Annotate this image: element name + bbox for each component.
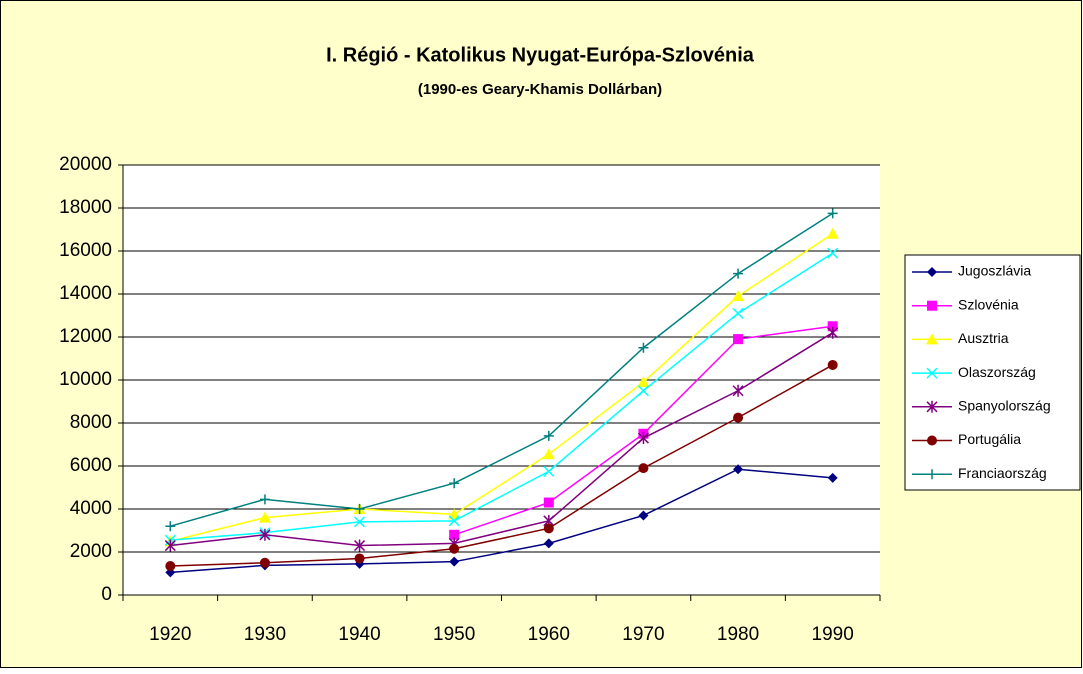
y-tick-label: 2000 [70,541,112,562]
data-point [164,539,176,552]
data-point [448,515,460,527]
legend-marker [926,333,938,345]
y-tick-label: 16000 [59,240,112,261]
data-point [354,516,366,528]
data-point [637,432,649,445]
legend-marker [927,267,937,277]
legend-marker [927,300,937,311]
legend-label: Olaszország [958,364,1036,380]
data-point [827,321,838,332]
x-tick-label: 1950 [433,624,475,645]
x-tick-label: 1990 [812,624,854,645]
data-point [259,528,271,541]
legend-label: Spanyolország [958,398,1051,414]
data-point [826,227,839,239]
data-point [637,376,650,388]
data-point [259,494,270,505]
data-point [258,511,271,523]
data-point [354,504,365,514]
legend-marker [927,435,937,446]
y-tick-label: 18000 [59,197,112,218]
chart-title: I. Régió - Katolikus Nyugat-Európa-Szlov… [326,44,755,66]
series-line [170,252,834,541]
data-point [638,510,649,521]
x-tick-label: 1940 [338,624,380,645]
legend-label: Portugália [958,431,1021,447]
data-point [354,539,366,552]
x-tick-label: 1920 [149,624,191,645]
data-point [732,384,744,397]
data-point [165,560,176,571]
x-tick-label: 1930 [244,624,286,645]
data-point [638,342,649,353]
y-tick-label: 12000 [59,326,112,347]
legend-label: Ausztria [958,330,1009,346]
data-point [637,385,649,397]
series-line [170,364,834,567]
y-tick-label: 8000 [70,412,112,433]
data-point [638,463,649,474]
series-line [170,468,833,574]
y-tick-label: 20000 [59,154,112,175]
data-point [259,557,270,568]
data-point [449,478,460,489]
data-point [448,508,461,520]
data-point [827,472,838,483]
data-point [543,538,554,549]
data-point [732,307,744,319]
data-point [827,208,838,219]
legend-label: Franciaország [958,465,1047,481]
y-tick-label: 4000 [70,498,112,519]
legend-label: Szlovénia [958,296,1019,312]
legend-marker [926,367,938,379]
series-line [170,332,834,547]
data-point [543,497,554,508]
data-point [542,448,555,460]
series-line [170,233,834,542]
data-point [449,543,460,554]
y-tick-label: 0 [101,584,112,605]
data-point [732,290,745,302]
data-point [543,465,555,477]
y-tick-label: 14000 [59,283,112,304]
data-point [543,523,554,534]
data-point [449,556,460,567]
y-tick-label: 10000 [59,369,112,390]
data-point [165,521,176,532]
data-point [543,430,554,441]
data-point [449,529,460,540]
chart-subtitle: (1990-es Geary-Khamis Dollárban) [418,81,662,98]
x-tick-label: 1980 [717,624,759,645]
legend-label: Jugoszlávia [958,263,1031,279]
x-tick-label: 1960 [528,624,570,645]
data-point [827,247,839,259]
series-line [170,212,834,527]
data-point [827,326,839,339]
data-point [733,334,744,345]
x-tick-label: 1970 [622,624,664,645]
data-point [733,268,744,279]
data-point [827,359,838,370]
data-point [733,464,744,475]
data-point [354,553,365,564]
y-tick-label: 6000 [70,455,112,476]
data-point [733,412,744,423]
legend-marker [926,400,938,413]
legend-marker [927,469,937,480]
